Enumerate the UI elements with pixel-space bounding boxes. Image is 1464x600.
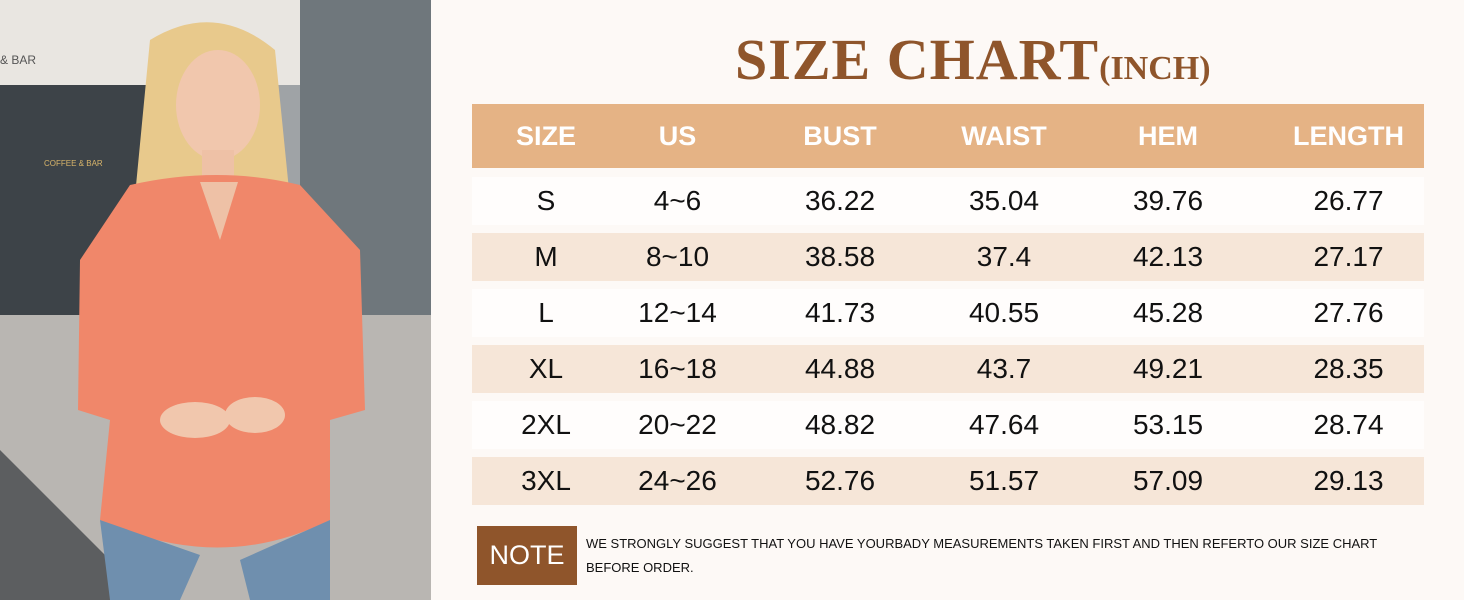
table-cell: 51.57: [968, 465, 1040, 496]
table-cell: M: [534, 241, 558, 272]
table-cell: 27.17: [1313, 241, 1384, 272]
table-row: L 12~14 41.73 40.55 45.28 27.76: [472, 289, 1424, 337]
table-cell: 27.76: [1313, 297, 1384, 328]
table-cell: 37.4: [976, 241, 1032, 272]
table-cell: 44.88: [804, 353, 876, 384]
table-cell: 42.13: [1132, 241, 1204, 272]
table-cell: 8~10: [645, 241, 710, 272]
table-cell: 26.77: [1313, 185, 1384, 216]
model-photo: & BAR COFFEE & BAR: [0, 0, 431, 600]
table-cell: 57.09: [1132, 465, 1204, 496]
table-cell: 36.22: [804, 185, 876, 216]
table-cell: S: [536, 185, 556, 216]
note-badge: NOTE: [477, 526, 577, 585]
table-cell: 35.04: [968, 185, 1040, 216]
table-cell: 45.28: [1132, 297, 1204, 328]
table-cell: 20~22: [638, 409, 717, 440]
table-cell: 40.55: [968, 297, 1040, 328]
table-cell: 28.74: [1313, 409, 1384, 440]
table-cell: 12~14: [638, 297, 717, 328]
table-cell: 43.7: [976, 353, 1032, 384]
table-cell: 29.13: [1313, 465, 1384, 496]
title-main: SIZE CHART: [735, 27, 1100, 92]
table-cell: 4~6: [653, 185, 702, 216]
model-wearing-top-image: & BAR COFFEE & BAR: [0, 0, 431, 600]
table-cell: 48.82: [804, 409, 876, 440]
table-cell: 39.76: [1132, 185, 1204, 216]
table-cell: XL: [528, 353, 564, 384]
table-row: S 4~6 36.22 35.04 39.76 26.77: [472, 177, 1424, 225]
table-row: 2XL 20~22 48.82 47.64 53.15 28.74: [472, 401, 1424, 449]
table-cell: 28.35: [1313, 353, 1384, 384]
table-cell: 49.21: [1132, 353, 1204, 384]
table-cell: 16~18: [638, 353, 717, 384]
page-title: SIZE CHART(INCH): [735, 26, 1211, 93]
table-header: SIZE US BUST WAIST HEM LENGTH: [472, 104, 1424, 168]
coffee-bar-sign: COFFEE & BAR: [44, 159, 103, 168]
header-waist: WAIST: [961, 120, 1047, 151]
store-sign-text: & BAR: [0, 53, 36, 67]
table-cell: 47.64: [968, 409, 1040, 440]
note-text: WE STRONGLY SUGGEST THAT YOU HAVE YOURBA…: [586, 536, 1377, 575]
table-cell: 3XL: [521, 465, 571, 496]
header-bust: BUST: [803, 120, 877, 151]
table-cell: 24~26: [638, 465, 717, 496]
table-cell: 52.76: [804, 465, 876, 496]
table-row: 3XL 24~26 52.76 51.57 57.09 29.13: [472, 457, 1424, 505]
table-cell: 41.73: [804, 297, 876, 328]
size-table: SIZE US BUST WAIST HEM LENGTH S 4~6 36.22 3…: [472, 104, 1424, 513]
title-unit: (INCH): [1099, 50, 1211, 87]
header-length: LENGTH: [1293, 120, 1404, 151]
table-cell: 38.58: [804, 241, 876, 272]
header-hem: HEM: [1138, 120, 1198, 151]
table-cell: 53.15: [1132, 409, 1204, 440]
table-row: XL 16~18 44.88 43.7 49.21 28.35: [472, 345, 1424, 393]
header-us: US: [658, 120, 697, 151]
table-cell: L: [538, 297, 554, 328]
table-cell: 2XL: [521, 409, 571, 440]
table-row: M 8~10 38.58 37.4 42.13 27.17: [472, 233, 1424, 281]
header-size: SIZE: [515, 120, 576, 151]
